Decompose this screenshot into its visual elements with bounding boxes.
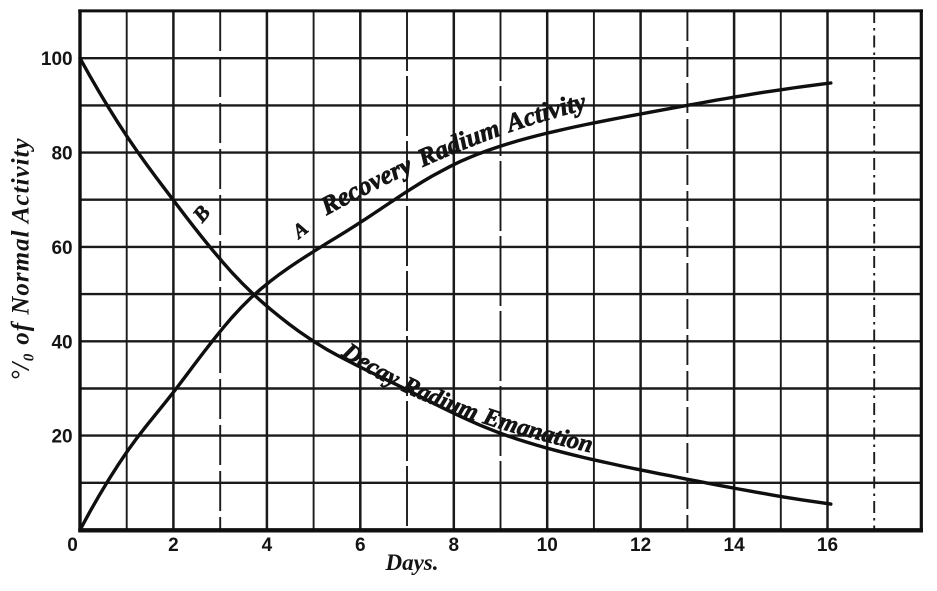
svg-text:60: 60: [51, 238, 72, 259]
svg-text:Days.: Days.: [384, 550, 438, 575]
svg-text:12: 12: [630, 535, 651, 556]
svg-text:16: 16: [817, 535, 838, 556]
svg-text:80: 80: [51, 144, 72, 165]
svg-text:°/₀ of Normal Activity: °/₀ of Normal Activity: [8, 137, 35, 380]
svg-text:4: 4: [262, 535, 273, 556]
svg-text:2: 2: [168, 535, 179, 556]
svg-text:10: 10: [537, 535, 558, 556]
svg-text:20: 20: [51, 427, 72, 448]
svg-text:0: 0: [67, 535, 78, 556]
svg-text:14: 14: [724, 535, 746, 556]
svg-text:6: 6: [355, 535, 366, 556]
svg-text:8: 8: [449, 535, 460, 556]
svg-text:40: 40: [51, 332, 72, 353]
svg-text:100: 100: [41, 49, 73, 70]
